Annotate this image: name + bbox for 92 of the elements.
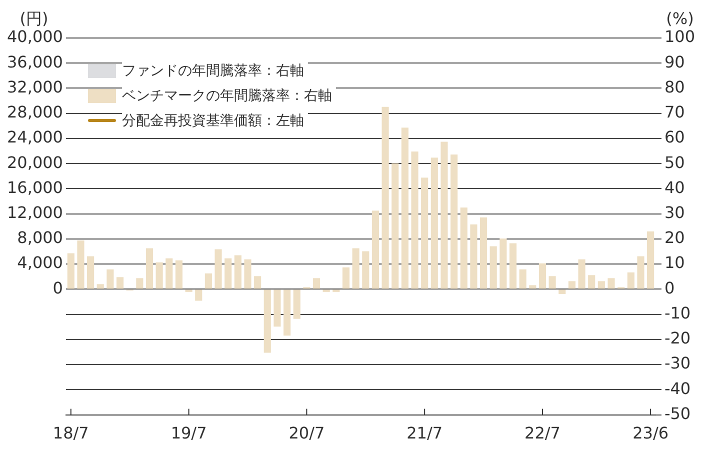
bar [558,290,566,294]
bar [204,273,212,289]
y2-tick-label: 60 [664,128,685,147]
bar [627,272,634,289]
bar [175,260,183,289]
y-tick-label: 12,000 [7,202,63,222]
legend-label: 分配金再投資基準価額：左軸 [122,112,308,130]
y-tick-label: 0 [52,278,63,298]
bar [274,290,281,327]
y2-axis-title: (%) [666,9,694,28]
x-tick-label: 23/6 [632,424,669,443]
bar [470,224,478,289]
y2-tick-label: 50 [664,152,685,172]
y2-tick-label: -50 [664,404,691,423]
bar [234,255,242,289]
y2-tick-label: 100 [664,27,696,46]
bar [116,277,124,289]
bar [342,267,350,289]
bar [490,246,497,289]
bar [254,276,262,289]
y-tick-label: 24,000 [7,128,63,147]
bar [77,240,84,289]
bar [548,276,556,289]
bar [224,258,232,289]
bar [312,278,320,289]
bar [647,231,654,289]
y2-tick-label: -20 [664,328,691,348]
y2-tick-label: 70 [664,102,685,122]
bar [588,275,596,289]
y2-tick-label: 80 [664,77,685,96]
bar [509,243,517,289]
bar [598,281,605,289]
legend-label: ベンチマークの年間騰落率：右軸 [122,86,336,104]
y-axis-title: (円) [20,9,48,28]
bar [146,248,154,289]
bar [244,259,252,289]
y2-tick-label: 30 [664,202,685,222]
bar [450,154,458,289]
bar [382,106,389,289]
y2-tick-label: 20 [664,228,685,248]
y2-tick-label: 40 [664,178,685,197]
bar [411,152,418,289]
bar [568,281,576,289]
bar [637,256,644,289]
bar [195,290,202,301]
bar [293,290,300,319]
bar [578,259,586,289]
y2-tick-label: -30 [664,354,691,373]
bar [352,248,360,289]
x-tick-label: 21/7 [406,424,443,443]
bar [421,178,428,289]
bar [87,256,94,289]
bar [156,262,163,289]
y-tick-label: 4,000 [17,253,63,272]
y-tick-label: 40,000 [7,27,63,46]
y-tick-label: 28,000 [7,102,63,122]
bar [166,258,173,289]
x-tick-label: 19/7 [170,424,207,443]
bar [96,284,104,289]
y2-tick-label: 90 [664,52,685,72]
bar [362,251,370,289]
bar [480,217,488,289]
bar [529,285,536,289]
bar [392,163,399,289]
bar [608,278,615,289]
bar [460,208,468,289]
y2-tick-label: 0 [664,278,675,298]
y2-tick-label: -40 [664,378,691,398]
y-tick-label: 32,000 [7,77,63,96]
bar [264,290,271,353]
x-tick-label: 18/7 [52,424,89,443]
y2-tick-label: 10 [664,253,685,272]
y-tick-label: 16,000 [7,178,63,197]
bar [440,142,448,289]
y-tick-label: 36,000 [7,52,63,72]
bar [538,263,546,289]
bar [136,278,144,289]
y2-tick-label: -10 [664,303,691,322]
bar [284,290,291,336]
bar [519,269,526,289]
y-tick-label: 20,000 [7,152,63,172]
bar [401,128,408,289]
bar [372,210,379,289]
bar [214,249,222,289]
x-tick-label: 20/7 [288,424,325,443]
x-tick-label: 22/7 [524,424,560,443]
bar [67,253,74,289]
bar [500,238,507,289]
bar [430,158,438,289]
legend-label: ファンドの年間騰落率：右軸 [122,62,308,80]
y-tick-label: 8,000 [17,228,63,248]
bar [106,269,114,289]
